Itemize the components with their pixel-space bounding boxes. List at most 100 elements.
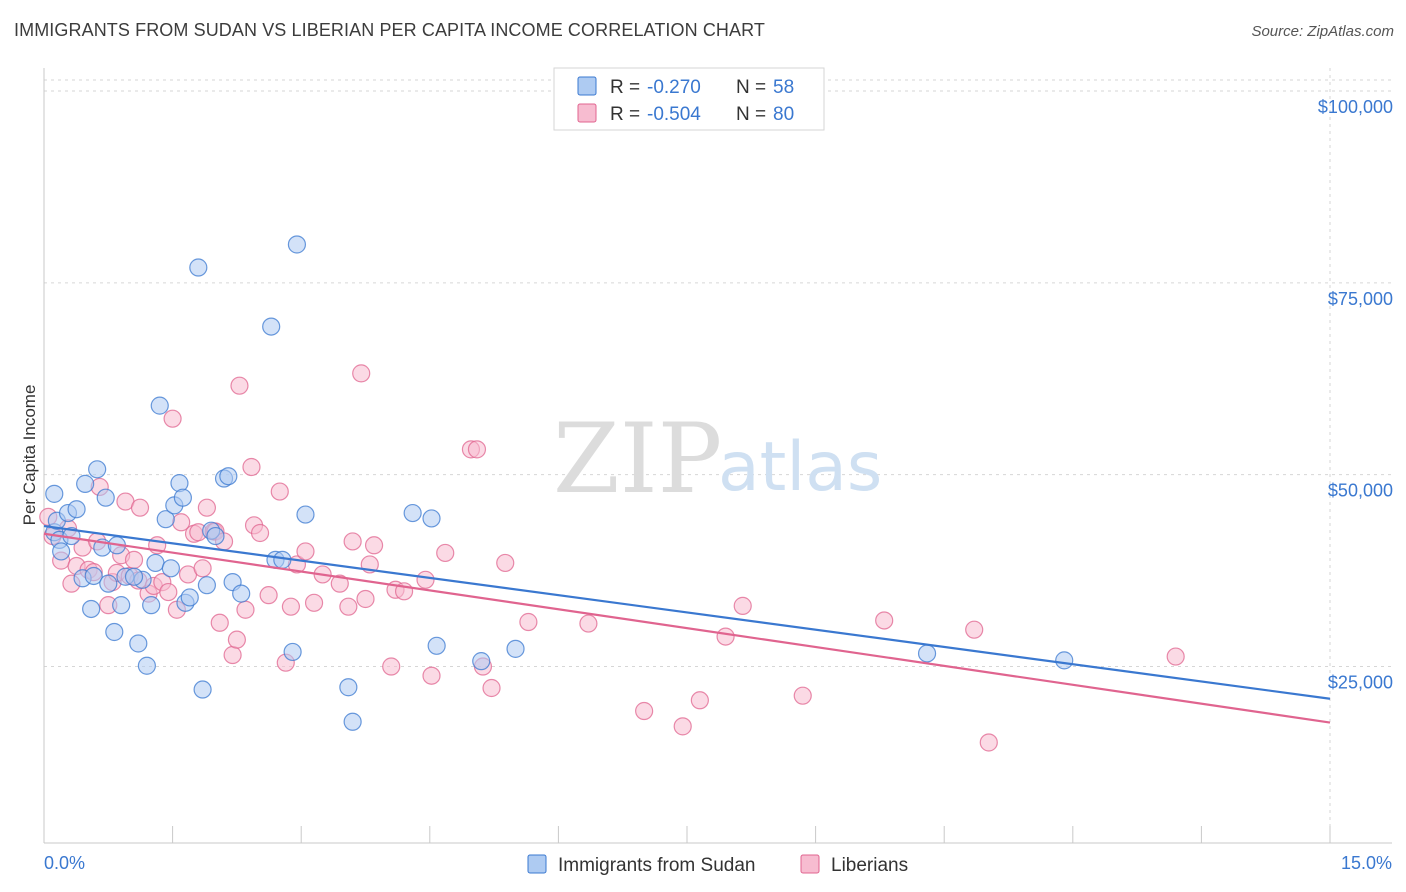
point-liberians [690,691,709,710]
y-axis-label: Per Capita Income [20,385,39,526]
point-liberians [210,613,229,632]
trend-lines [43,525,1331,724]
point-liberians [422,666,441,685]
y-tick-label: $50,000 [1328,481,1393,501]
point-sudan [112,596,131,615]
point-sudan [193,680,212,699]
stats-r-value-pink: -0.504 [647,104,701,125]
point-liberians [356,589,375,609]
point-sudan [283,642,302,662]
point-sudan [403,503,422,523]
point-sudan [1055,651,1074,670]
stats-box: R = -0.270 N = 58 R = -0.504 N = 80 [553,67,825,131]
stats-r-value-blue: -0.270 [647,77,701,98]
point-sudan [76,474,95,493]
legend-swatch-liberians [800,854,820,874]
point-sudan [84,566,103,586]
point-sudan [82,599,101,619]
source-label: Source: ZipAtlas.com [1251,23,1394,40]
point-sudan [124,567,144,586]
point-sudan [189,258,208,277]
point-liberians [270,482,289,501]
point-liberians [467,440,487,459]
point-liberians [193,559,212,578]
point-liberians [673,717,692,736]
point-sudan [422,509,441,528]
point-sudan [219,467,238,486]
watermark: ZIP atlas [553,403,882,515]
point-liberians [236,600,255,619]
point-sudan [45,484,64,503]
point-liberians [875,611,894,630]
point-liberians [339,597,358,616]
point-liberians [227,630,246,649]
point-liberians [579,614,598,633]
point-liberians [436,543,455,563]
point-liberians [635,701,654,721]
stats-n-value-blue: 58 [773,77,794,98]
point-sudan [173,488,192,507]
legend-swatch-sudan [527,854,547,874]
point-sudan [96,488,115,507]
point-liberians [130,498,150,517]
point-liberians [496,553,515,573]
point-sudan [506,639,525,658]
point-sudan [88,460,107,479]
point-liberians [352,364,371,383]
point-liberians [965,620,984,639]
point-liberians [793,686,812,705]
point-sudan [296,505,315,524]
point-liberians [296,542,315,561]
stats-n-label-blue: N = [736,77,766,98]
stats-swatch-blue [577,76,597,96]
point-sudan [427,636,446,655]
point-sudan [232,584,251,603]
point-liberians [382,657,401,676]
point-sudan [150,396,169,415]
point-sudan [161,559,180,578]
point-sudan [197,576,216,595]
point-sudan [339,678,358,697]
watermark-zip: ZIP [553,403,722,515]
y-tick-label: $75,000 [1328,289,1393,309]
point-sudan [343,712,362,731]
data-points [39,235,1185,752]
point-liberians [230,376,249,395]
chart-title: IMMIGRANTS FROM SUDAN VS LIBERIAN PER CA… [14,20,765,40]
point-sudan [206,526,225,546]
trend-line-liberians [43,532,1331,724]
stats-n-value-pink: 80 [773,104,794,125]
point-liberians [197,498,216,517]
point-liberians [124,550,144,569]
watermark-atlas: atlas [718,428,882,507]
point-liberians [416,570,435,589]
point-liberians [482,678,501,698]
point-liberians [330,574,349,593]
point-liberians [281,597,301,616]
point-sudan [287,235,307,254]
point-liberians [733,596,752,615]
point-sudan [67,500,86,519]
point-sudan [262,317,281,336]
stats-r-label-pink: R = [610,104,640,125]
point-sudan [52,542,71,561]
point-sudan [917,644,937,663]
axes [43,68,1392,844]
point-sudan [137,656,156,675]
y-tick-labels: $25,000 $50,000 $75,000 $100,000 [1318,97,1393,692]
point-liberians [979,733,998,752]
point-liberians [1166,647,1185,666]
stats-r-label-blue: R = [610,77,640,98]
x-tick-labels: 0.0% 15.0% [44,853,1392,873]
point-sudan [156,510,175,529]
point-sudan [472,652,491,671]
point-liberians [364,536,384,555]
point-liberians [304,593,324,612]
legend-label-sudan: Immigrants from Sudan [558,855,755,876]
legend: Immigrants from Sudan Liberians [527,854,908,876]
point-liberians [519,612,538,632]
point-sudan [180,588,199,607]
point-sudan [99,574,118,593]
point-liberians [343,532,362,551]
